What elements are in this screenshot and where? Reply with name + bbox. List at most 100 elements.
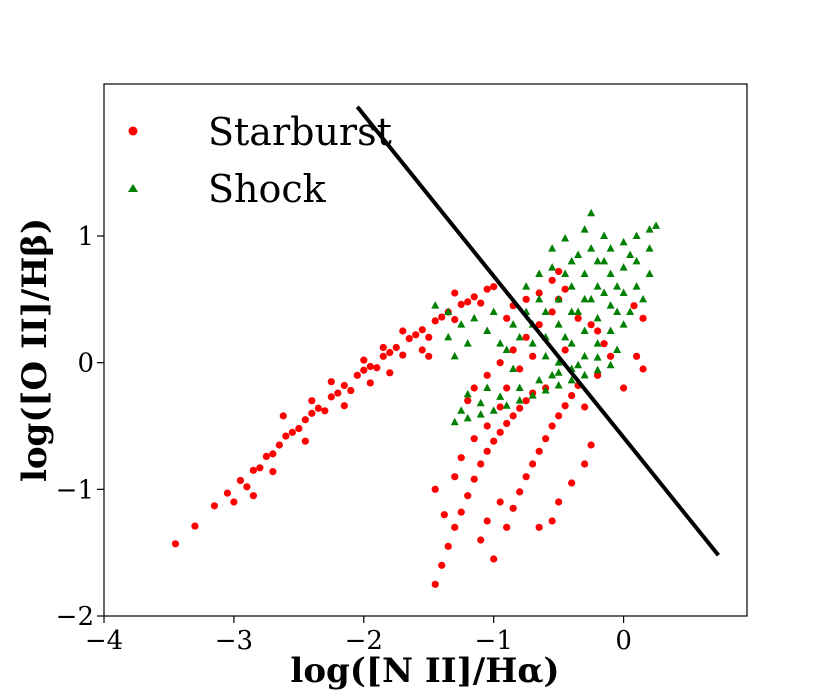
shock-point (580, 351, 589, 360)
shock-point (619, 263, 628, 271)
starburst-point (425, 333, 433, 341)
starburst-point (619, 384, 628, 392)
shock-point (632, 282, 641, 290)
starburst-point (223, 489, 232, 497)
y-tick-label: 1 (77, 222, 94, 252)
starburst-point (191, 522, 199, 530)
starburst-point (418, 346, 426, 354)
starburst-point (386, 369, 394, 377)
starburst-point (249, 492, 257, 500)
starburst-point (171, 540, 180, 548)
starburst-point (457, 300, 465, 308)
starburst-point (568, 392, 576, 400)
starburst-point (529, 352, 537, 360)
starburst-point (210, 502, 219, 510)
starburst-point (548, 308, 556, 316)
dividing-line-layer (355, 105, 720, 557)
shock-point (457, 320, 466, 328)
starburst-point (516, 488, 524, 496)
starburst-point (639, 365, 647, 373)
shock-point (483, 326, 492, 334)
shock-point (645, 225, 654, 233)
starburst-point (431, 317, 439, 325)
starburst-point (275, 441, 283, 449)
shock-point (587, 294, 596, 303)
shock-point (561, 332, 570, 341)
shock-point (645, 269, 654, 277)
shock-point (626, 307, 635, 315)
shock-point (626, 250, 635, 258)
shock-point (632, 231, 641, 239)
starburst-point (483, 371, 491, 379)
shock-point (554, 320, 563, 328)
shock-point (600, 231, 609, 239)
shock-point (606, 326, 615, 334)
starburst-point (535, 289, 543, 297)
starburst-point (438, 313, 446, 321)
dividing-line (355, 105, 720, 557)
starburst-point (574, 314, 582, 322)
shock-point (619, 237, 628, 246)
shock-point (593, 365, 602, 374)
shock-point (567, 375, 576, 384)
shock-point (619, 288, 628, 296)
starburst-point (360, 366, 368, 374)
shock-point (619, 320, 628, 328)
starburst-point (464, 492, 472, 500)
shock-point (489, 406, 498, 414)
shock-point (509, 320, 518, 328)
shock-point (580, 225, 589, 233)
starburst-point (308, 409, 316, 417)
legend-marker-shock (128, 184, 138, 192)
shock-point (450, 351, 459, 360)
starburst-point (425, 352, 433, 360)
starburst-point (542, 435, 550, 443)
starburst-point (561, 346, 569, 354)
starburst-point (340, 402, 348, 410)
shock-point (593, 339, 602, 347)
shock-point (645, 244, 654, 252)
starburst-point (561, 285, 569, 293)
shock-point (463, 389, 472, 398)
starburst-point (321, 407, 329, 415)
x-tick-label: 0 (615, 626, 632, 656)
shock-point (450, 417, 459, 426)
shock-point (593, 256, 602, 265)
starburst-point (587, 321, 595, 329)
shock-point (463, 339, 472, 347)
shock-point (502, 345, 511, 353)
starburst-point (496, 359, 504, 367)
starburst-point (522, 295, 530, 303)
starburst-point (522, 333, 530, 341)
starburst-point (483, 285, 491, 293)
starburst-point (477, 536, 485, 544)
shock-point (496, 339, 505, 347)
shock-point (606, 301, 615, 309)
legend-label-starburst: Starburst (208, 110, 392, 154)
shock-point (613, 282, 622, 290)
shock-point (567, 307, 576, 315)
starburst-point (451, 523, 459, 531)
starburst-point (483, 517, 491, 525)
x-tick-label: −3 (215, 626, 253, 656)
shock-point (554, 294, 563, 303)
starburst-point (600, 340, 608, 348)
starburst-point (314, 404, 322, 412)
shock-point (528, 391, 537, 399)
starburst-point (412, 331, 420, 339)
y-axis-title: log([O II]/Hβ) (15, 218, 55, 482)
shock-point (580, 294, 589, 303)
shock-point (574, 307, 583, 315)
starburst-point (548, 517, 556, 525)
shock-point (489, 307, 498, 315)
starburst-point (347, 386, 355, 395)
starburst-point (509, 346, 517, 354)
shock-point (548, 370, 557, 379)
shock-point (567, 256, 576, 265)
starburst-point (581, 460, 589, 468)
starburst-point (379, 343, 387, 352)
starburst-point (399, 351, 407, 359)
shock-point (496, 392, 505, 400)
starburst-point (353, 371, 361, 379)
